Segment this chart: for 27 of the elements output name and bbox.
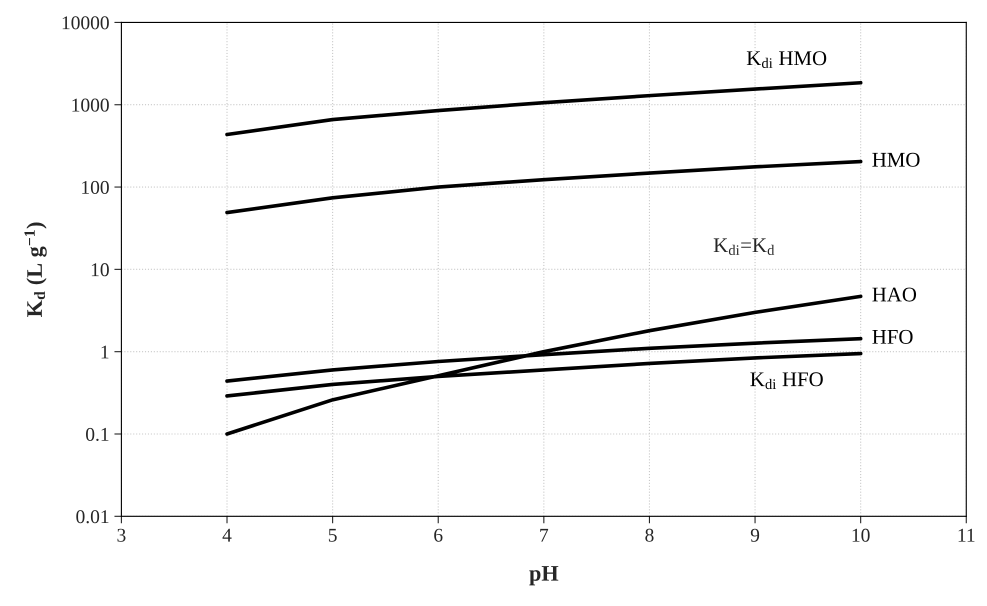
y-tick-label: 0.1: [86, 428, 108, 442]
y-tick-label: 0.01: [76, 510, 108, 524]
y-axis-title: K$_{d}$ (L g$^{−1}$): [24, 222, 47, 317]
x-tick-label: 6: [434, 528, 443, 542]
y-tick-label: 10: [92, 263, 109, 276]
x-axis-title: pH: [529, 566, 558, 586]
x-tick-label: 8: [645, 528, 654, 542]
x-tick-label: 7: [540, 528, 548, 542]
y-tick-label: 10000: [62, 16, 109, 30]
x-tick-label: 5: [328, 528, 337, 542]
x-tick-label: 10: [852, 528, 870, 542]
series-label: K$_{di}$ HMO: [746, 51, 826, 68]
y-tick-label: 1: [102, 346, 108, 358]
line-series: [225, 80, 862, 136]
x-tick-label: 9: [750, 528, 760, 542]
series-label: HMO: [872, 152, 920, 167]
y-tick-label: 100: [82, 180, 109, 194]
series-label: HFO: [872, 330, 913, 344]
y-tick-label: 1000: [72, 98, 109, 112]
line-series: [225, 294, 862, 436]
series-label: K$_{di}$ HFO: [750, 372, 823, 390]
x-tick-label: 4: [222, 528, 232, 542]
x-tick-label: 3: [117, 528, 126, 542]
series-label: HAO: [872, 288, 916, 302]
line-series: [225, 160, 862, 214]
annotation: K$_{di}$=K$_{d}$: [714, 238, 774, 256]
x-tick-label: 11: [958, 528, 974, 542]
